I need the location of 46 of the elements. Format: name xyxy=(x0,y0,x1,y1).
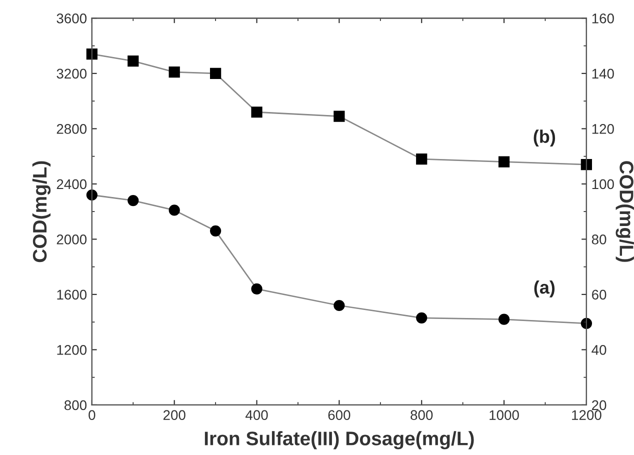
point xyxy=(498,314,510,325)
y2-tick-label: 80 xyxy=(592,234,606,244)
y-tick-label: 1600 xyxy=(57,290,87,300)
x-tick-label: 0 xyxy=(88,410,96,420)
point xyxy=(580,318,592,330)
y2-tick-label: 20 xyxy=(592,400,606,410)
point xyxy=(416,154,428,165)
point xyxy=(251,283,262,294)
y-tick-label: 2800 xyxy=(56,124,87,134)
y2-tick-label: 40 xyxy=(592,345,606,355)
annotation: (b) xyxy=(534,130,556,147)
x-tick-label: 400 xyxy=(246,410,268,420)
y-tick-label: 2400 xyxy=(56,179,87,190)
y2-tick-label: 100 xyxy=(592,179,614,190)
x-tick-label: 800 xyxy=(410,410,433,420)
y-tick-label: 1200 xyxy=(57,345,87,355)
point xyxy=(334,300,345,312)
point xyxy=(128,55,139,67)
point xyxy=(210,68,222,80)
point xyxy=(580,159,592,170)
annotation: (a) xyxy=(534,280,555,298)
y2-tick-label: 120 xyxy=(592,124,614,134)
point xyxy=(416,312,428,324)
y-axis-title: COD(mg/L) xyxy=(32,161,51,262)
x-tick-label: 1000 xyxy=(490,410,519,420)
point xyxy=(251,106,262,118)
y-tick-label: 2000 xyxy=(56,234,87,244)
point xyxy=(128,194,139,206)
point xyxy=(168,204,180,216)
y-tick-label: 800 xyxy=(64,400,87,410)
y2-axis-title: COD(mg/L) xyxy=(616,161,634,262)
y-tick-label: 3600 xyxy=(56,14,87,24)
x-tick-label: 600 xyxy=(328,410,350,420)
y-tick-label: 3200 xyxy=(56,68,87,79)
x-axis-title: Iron Sulfate(III) Dosage(mg/L) xyxy=(204,431,474,450)
point xyxy=(210,225,222,236)
y2-tick-label: 160 xyxy=(592,14,614,24)
y2-tick-label: 60 xyxy=(592,290,606,300)
point xyxy=(498,156,510,168)
point xyxy=(86,48,98,60)
point xyxy=(86,189,98,201)
point xyxy=(334,110,345,122)
point xyxy=(168,66,180,78)
x-tick-label: 200 xyxy=(163,410,186,420)
y2-tick-label: 140 xyxy=(592,68,614,79)
x-tick-label: 1200 xyxy=(572,410,602,420)
